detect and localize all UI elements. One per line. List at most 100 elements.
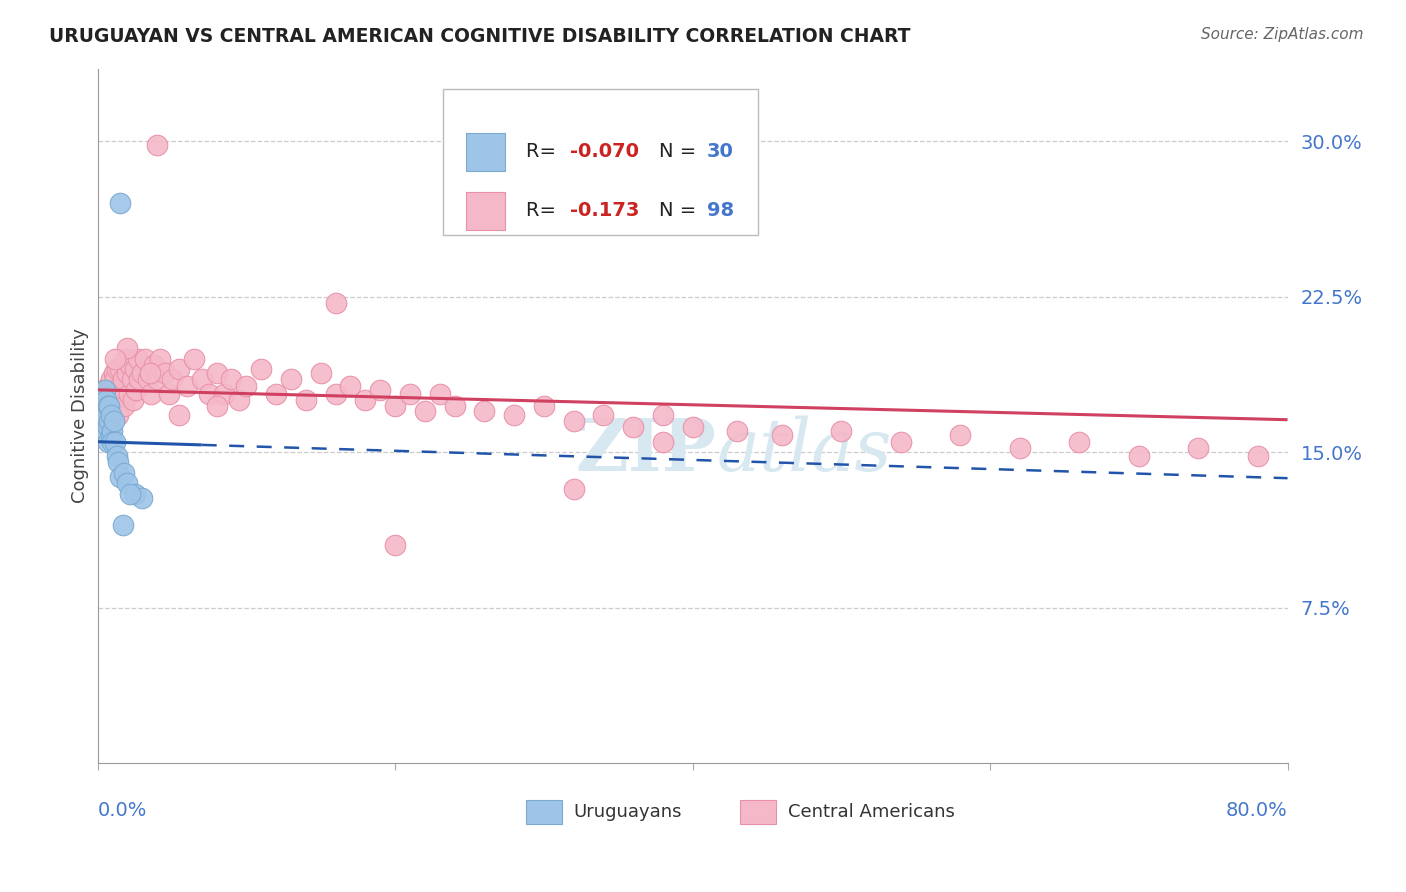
Text: ZIP: ZIP [575,415,717,486]
Point [264,387,287,401]
Text: 98: 98 [707,202,734,220]
Point [110,387,132,401]
Point [112,466,135,480]
FancyBboxPatch shape [443,89,758,235]
Bar [467,133,505,171]
Point [98,400,121,414]
Point [101,414,124,428]
Text: Uruguayans: Uruguayans [574,803,682,821]
Point [108,470,131,484]
Point [125,383,148,397]
Point [136,372,159,386]
Point [100,372,122,386]
Point [651,434,673,449]
Point [103,393,125,408]
Point [131,491,153,505]
Text: R=: R= [526,143,562,161]
Point [96,425,118,439]
Text: URUGUAYAN VS CENTRAL AMERICAN COGNITIVE DISABILITY CORRELATION CHART: URUGUAYAN VS CENTRAL AMERICAN COGNITIVE … [49,27,911,45]
Point [128,372,150,386]
Point [91,400,114,414]
Text: -0.173: -0.173 [569,202,640,220]
Point [533,400,555,414]
Point [205,400,228,414]
Bar [467,192,505,230]
Point [212,387,235,401]
Point [93,387,115,401]
Point [120,486,142,500]
Point [94,414,117,428]
Point [562,414,585,428]
Bar [526,800,561,824]
Point [117,476,139,491]
Point [429,387,451,401]
Point [96,408,118,422]
Point [117,342,139,356]
Point [503,408,526,422]
Point [93,393,115,408]
Point [651,408,673,422]
Point [621,420,644,434]
Point [97,434,120,449]
Point [104,372,127,386]
Text: N =: N = [659,143,696,161]
Point [112,400,135,414]
Point [682,420,704,434]
Point [97,408,120,422]
Point [1128,449,1150,463]
Point [94,383,117,397]
Point [111,372,134,386]
Point [309,366,332,380]
Point [117,366,139,380]
Point [384,538,406,552]
Text: Source: ZipAtlas.com: Source: ZipAtlas.com [1201,27,1364,42]
Point [228,393,250,408]
Point [103,366,125,380]
Point [97,420,120,434]
Point [280,372,302,386]
Point [250,362,273,376]
Point [107,455,129,469]
Point [108,362,131,376]
Point [101,434,124,449]
Point [190,372,212,386]
Point [134,351,156,366]
Point [100,428,122,442]
Text: 30: 30 [707,143,734,161]
Point [124,362,146,376]
Point [472,403,495,417]
Point [98,393,121,408]
Text: N =: N = [659,202,696,220]
Point [97,400,120,414]
Point [1187,441,1209,455]
Text: atlas: atlas [717,416,891,486]
Point [100,400,122,414]
Point [96,393,118,408]
Point [169,362,191,376]
Point [143,358,166,372]
Point [139,387,162,401]
Point [183,351,205,366]
Point [157,387,180,401]
Point [91,403,114,417]
Point [1247,449,1270,463]
Point [124,486,146,500]
Text: 80.0%: 80.0% [1226,801,1288,821]
Point [368,383,391,397]
Point [104,434,127,449]
Point [562,483,585,497]
Text: Central Americans: Central Americans [787,803,955,821]
Point [127,351,149,366]
Point [384,400,406,414]
Point [890,434,912,449]
Point [153,366,176,380]
Point [339,378,361,392]
Text: 0.0%: 0.0% [97,801,148,821]
Point [94,400,117,414]
Point [104,351,127,366]
Point [443,400,465,414]
Point [103,414,125,428]
Point [122,393,145,408]
Point [105,362,128,376]
Point [325,295,347,310]
